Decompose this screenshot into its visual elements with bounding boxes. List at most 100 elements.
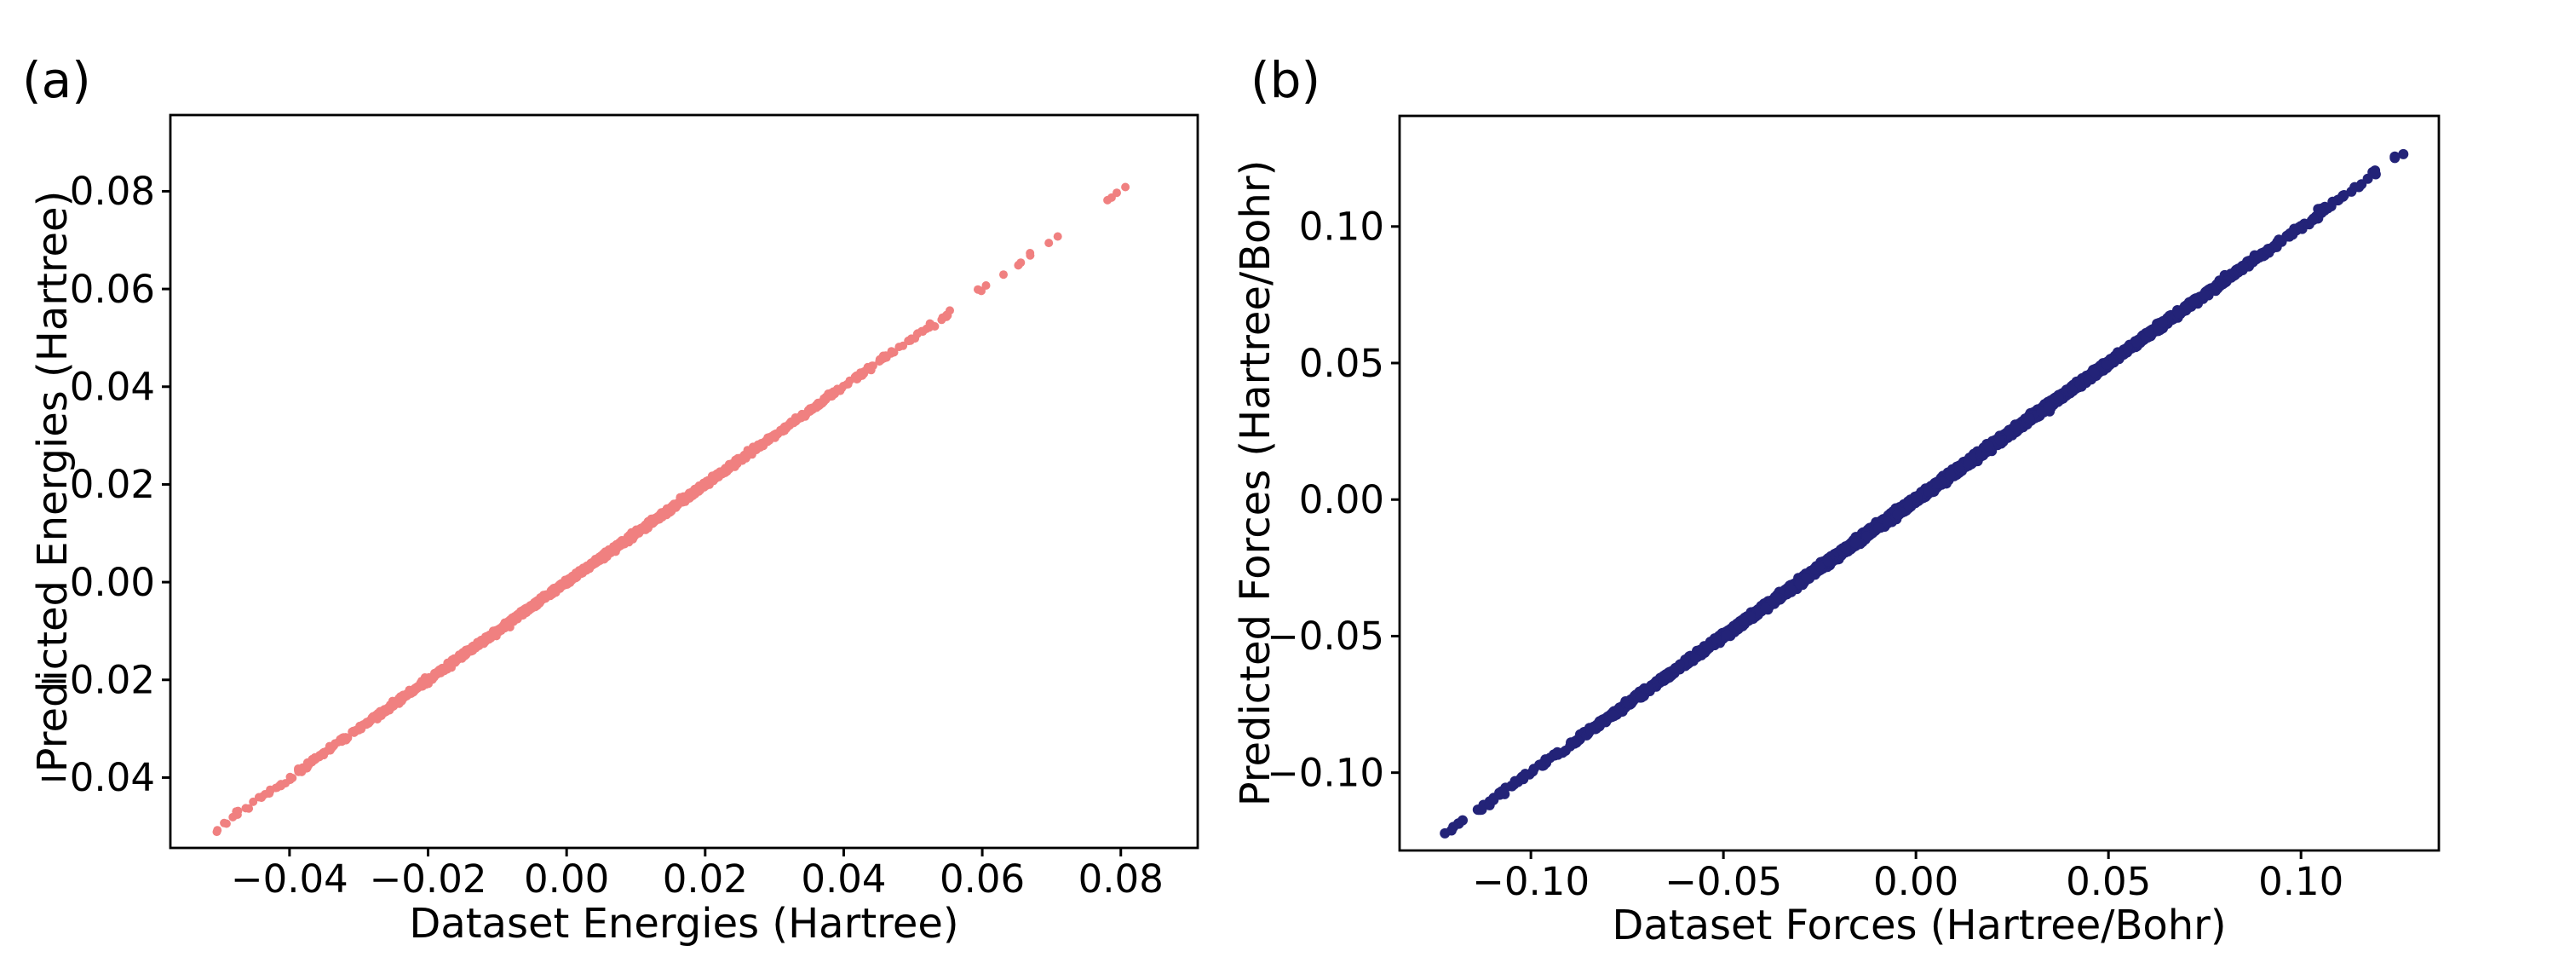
energy-parity-scatter-plot: −0.04 −0.02 0.00 0.02 0.04 0.06 0.08 0.08 0.06 0.… <box>37 113 1199 902</box>
data-point <box>213 826 222 835</box>
data-point <box>564 577 573 586</box>
data-point <box>220 818 229 827</box>
data-point <box>879 354 888 363</box>
data-point <box>597 554 607 563</box>
data-point <box>297 767 307 776</box>
y-axis-label-forces: Predicted Forces (Hartree/Bohr) <box>1232 159 1279 807</box>
data-point <box>244 804 254 813</box>
data-point <box>451 654 461 663</box>
y-tick-label: 0.08 <box>70 169 155 214</box>
scatter-points <box>212 182 1130 837</box>
data-point <box>233 806 243 816</box>
data-point <box>756 441 766 449</box>
y-tick-label: 0.06 <box>70 267 155 312</box>
data-point <box>434 666 443 676</box>
data-point <box>808 405 817 414</box>
data-point <box>853 372 862 381</box>
data-point <box>1053 232 1062 241</box>
data-point <box>608 545 618 554</box>
data-point <box>501 620 510 629</box>
panel-label-a: (a) <box>22 51 91 109</box>
data-point <box>1121 182 1130 192</box>
data-point <box>801 412 810 421</box>
data-point <box>393 696 402 706</box>
data-point <box>930 322 940 331</box>
data-point <box>686 492 695 501</box>
data-point <box>516 610 526 619</box>
data-point <box>336 735 345 744</box>
data-point <box>1026 249 1035 257</box>
data-point <box>522 603 532 613</box>
data-point <box>942 312 952 321</box>
data-point <box>791 415 801 424</box>
data-point <box>285 772 295 781</box>
x-tick-label: −0.04 <box>231 856 348 902</box>
data-point <box>582 563 591 573</box>
x-tick-label: 0.08 <box>1078 856 1164 902</box>
y-tick-label: −0.02 <box>37 658 155 703</box>
data-point <box>693 483 702 493</box>
data-point <box>677 497 687 506</box>
data-point <box>591 559 601 568</box>
y-tick-label: 0.02 <box>70 462 155 507</box>
x-tick-label: −0.02 <box>370 856 487 902</box>
data-point <box>462 650 471 660</box>
data-point <box>261 790 270 798</box>
data-point <box>348 727 358 736</box>
data-point <box>532 601 542 610</box>
x-tick-label: 0.02 <box>663 856 748 902</box>
data-point <box>418 679 428 689</box>
y-tick-label: 0.04 <box>70 365 155 410</box>
data-point <box>400 690 409 700</box>
x-tick-label: 0.00 <box>524 856 609 902</box>
data-point <box>1113 188 1121 198</box>
data-point <box>538 594 548 603</box>
data-point <box>626 534 635 544</box>
data-point <box>650 513 659 522</box>
data-point <box>1044 239 1054 248</box>
data-point <box>822 392 831 401</box>
data-point <box>779 424 788 433</box>
scatter-points <box>1440 148 2409 839</box>
panel-label-b: (b) <box>1251 51 1321 109</box>
data-point <box>545 591 555 601</box>
data-point <box>894 343 904 352</box>
data-point <box>275 781 285 790</box>
data-point <box>304 760 313 770</box>
data-point <box>714 472 723 481</box>
data-point <box>729 461 739 470</box>
plot-border <box>169 113 1199 850</box>
data-point <box>859 367 868 377</box>
data-point <box>480 637 489 646</box>
data-point <box>1014 260 1023 269</box>
data-point <box>359 721 367 730</box>
data-point <box>366 716 376 725</box>
data-point <box>2389 153 2401 164</box>
data-point <box>999 270 1008 280</box>
data-point <box>769 430 779 440</box>
data-point <box>721 469 730 477</box>
x-tick-label: 0.06 <box>940 856 1025 902</box>
data-point <box>946 306 954 315</box>
data-point <box>619 539 629 548</box>
data-point <box>635 528 644 537</box>
data-point <box>837 383 847 393</box>
x-tick-label: 0.04 <box>801 856 886 902</box>
data-point <box>2398 148 2409 159</box>
y-tick-label: −0.04 <box>37 755 155 800</box>
data-point <box>906 336 915 345</box>
y-tick-label: 0.00 <box>70 560 155 605</box>
data-point <box>1458 815 1468 826</box>
data-point <box>917 326 927 336</box>
data-point <box>981 281 991 290</box>
data-point <box>319 751 329 760</box>
data-point <box>845 376 854 385</box>
data-point <box>373 709 382 718</box>
data-point <box>385 703 394 712</box>
data-point <box>572 568 581 578</box>
x-axis-label-energies: Dataset Energies (Hartree) <box>409 900 959 948</box>
force-parity-scatter-plot: −0.10 −0.05 0.00 0.05 0.100.100.050.00−0.05−… <box>1267 114 2441 904</box>
data-point <box>887 347 896 356</box>
data-point <box>743 446 752 455</box>
